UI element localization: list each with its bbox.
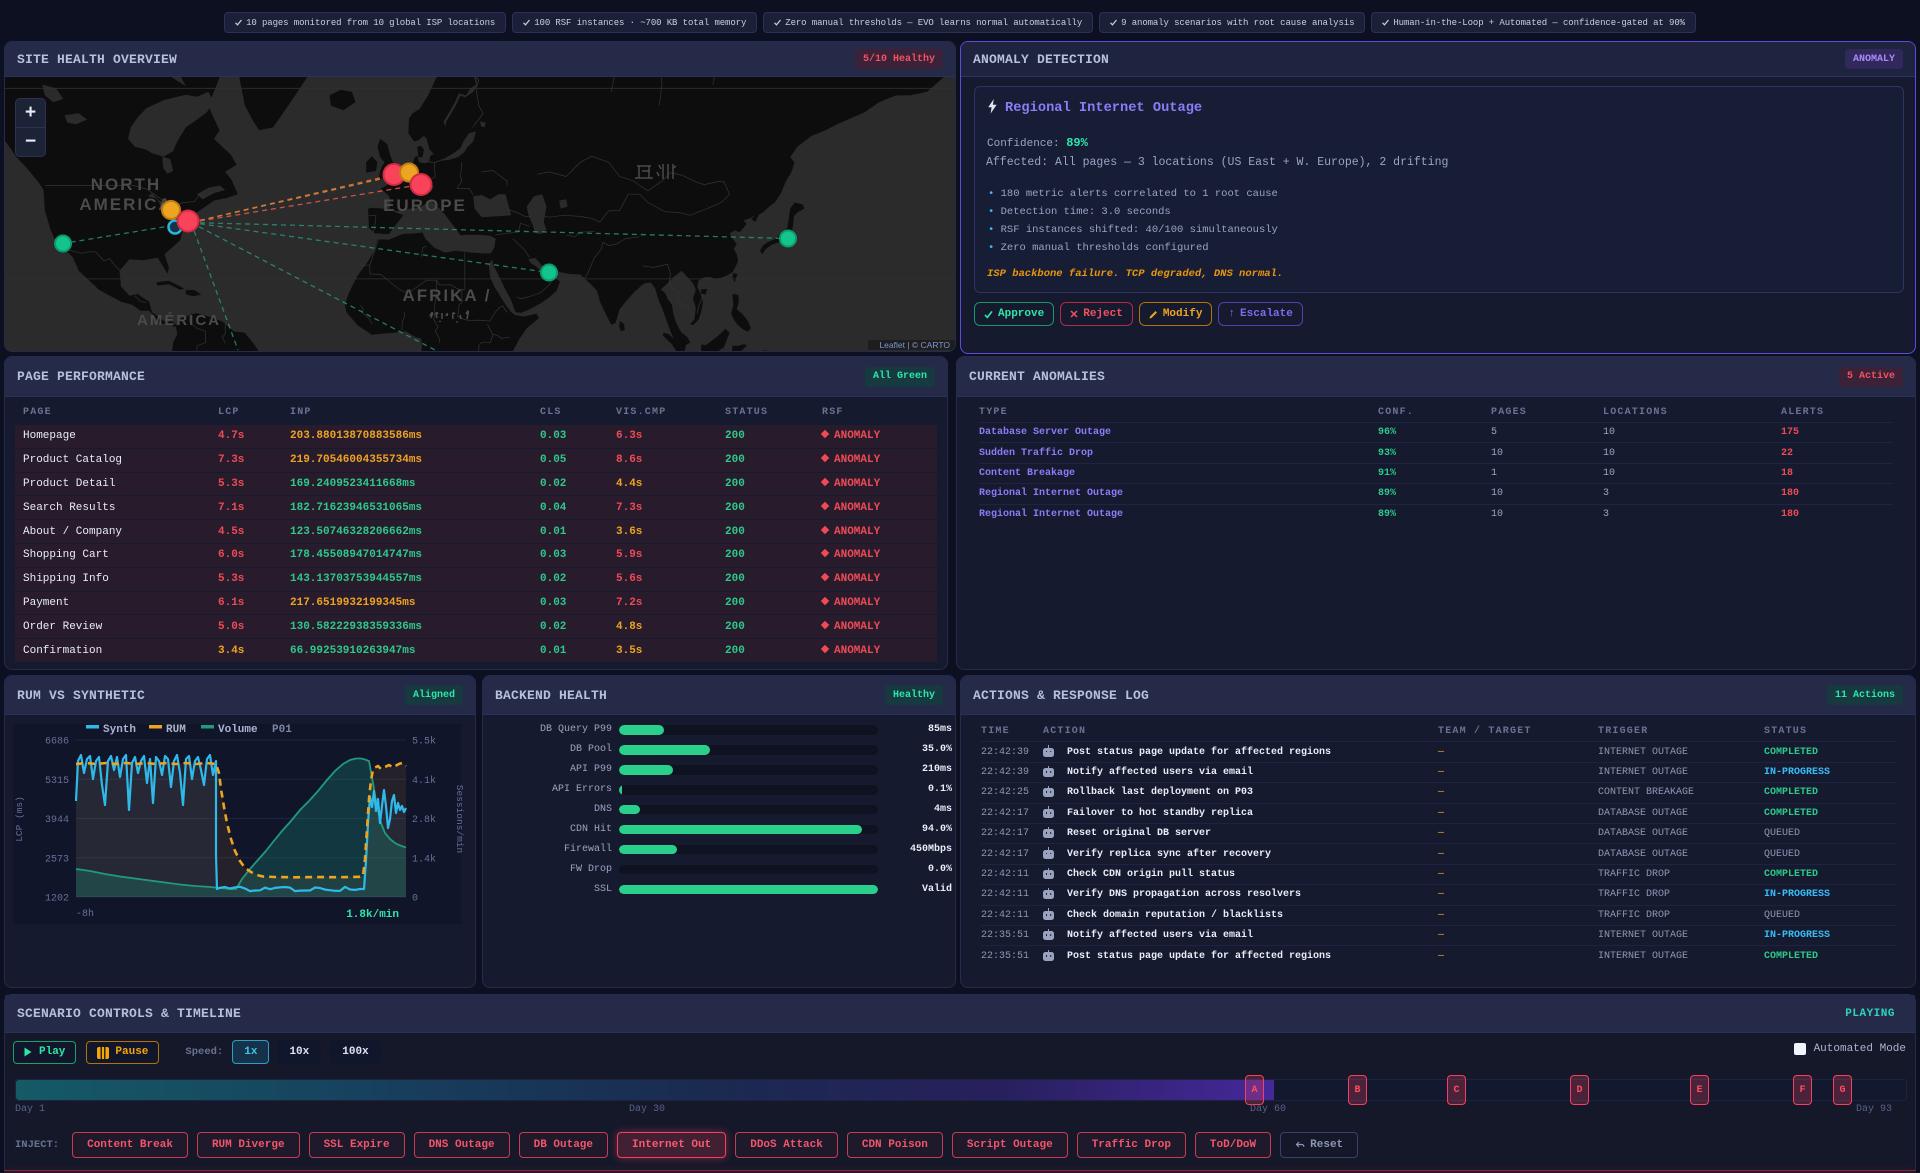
svg-text:Volume: Volume: [218, 724, 258, 736]
svg-text:NORTH: NORTH: [91, 175, 161, 194]
svg-text:1.4k: 1.4k: [412, 853, 436, 865]
svg-text:AMÉRICA: AMÉRICA: [137, 312, 221, 329]
svg-text:2.8k: 2.8k: [412, 814, 436, 826]
svg-text:AFRIKA /: AFRIKA /: [402, 286, 491, 305]
svg-text:0: 0: [412, 894, 418, 905]
svg-text:LCP (ms): LCP (ms): [14, 796, 25, 842]
svg-text:Synth: Synth: [103, 724, 136, 736]
svg-text:2573: 2573: [45, 854, 69, 865]
svg-text:RUM: RUM: [166, 724, 186, 736]
svg-text:5.5k: 5.5k: [412, 736, 436, 748]
svg-text:6686: 6686: [45, 737, 69, 748]
svg-text:Leaflet | © CARTO: Leaflet | © CARTO: [879, 340, 950, 350]
svg-text:4.1k: 4.1k: [412, 775, 436, 787]
svg-text:1202: 1202: [45, 894, 69, 905]
svg-text:1.8k/min: 1.8k/min: [346, 909, 399, 921]
svg-text:P01: P01: [272, 724, 292, 736]
svg-text:5315: 5315: [45, 776, 69, 787]
svg-text:Sessions/min: Sessions/min: [454, 785, 465, 853]
svg-text:AMERICA: AMERICA: [79, 195, 172, 214]
svg-text:EUROPE: EUROPE: [383, 196, 467, 215]
svg-text:-8h: -8h: [76, 908, 94, 920]
svg-text:3944: 3944: [45, 815, 69, 826]
